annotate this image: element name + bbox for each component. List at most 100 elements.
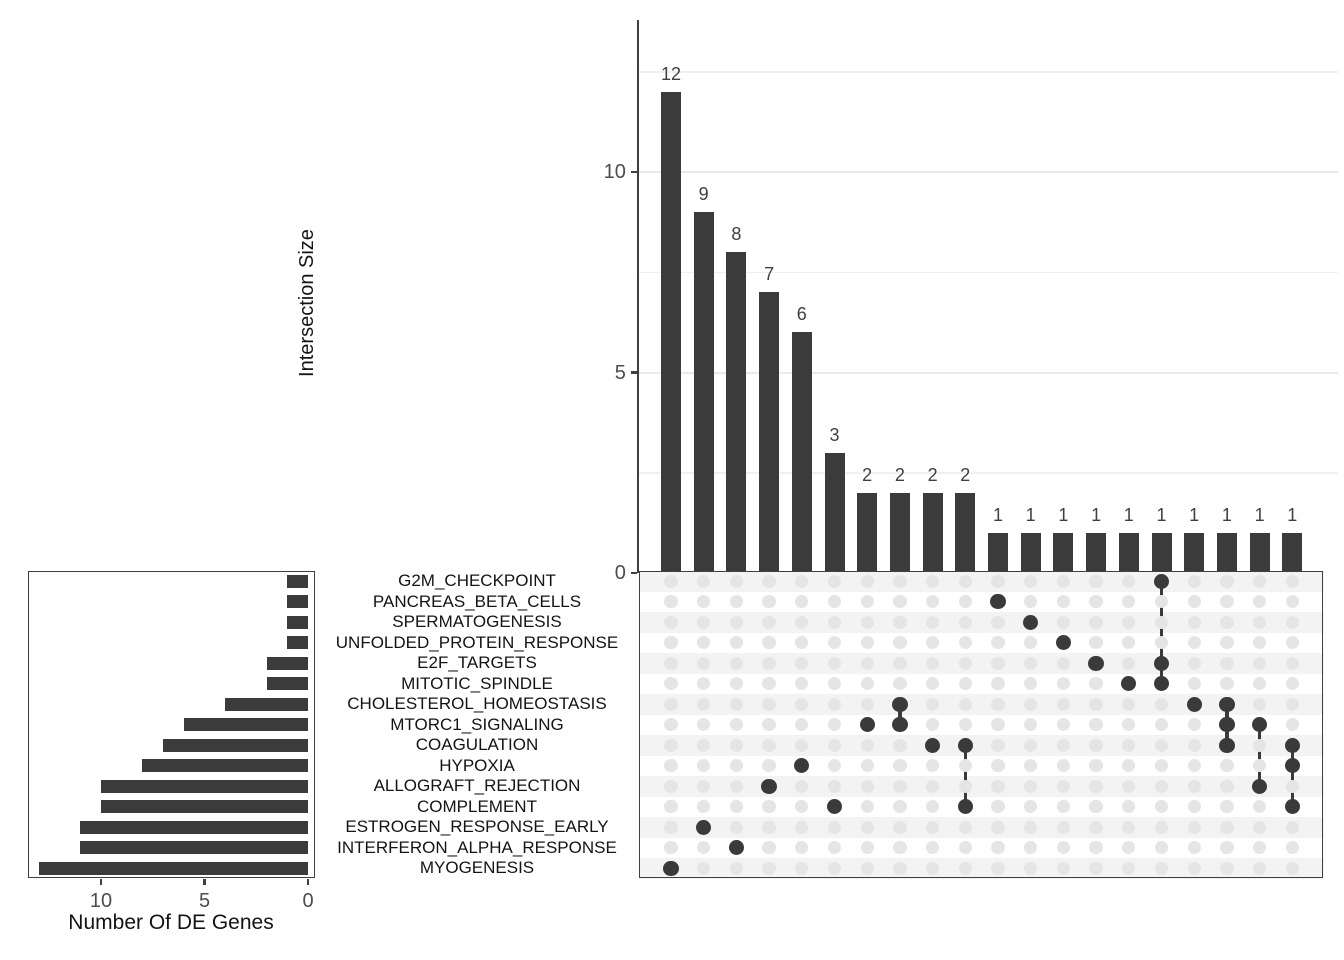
matrix-dot-inactive [958,595,972,609]
matrix-dot-inactive [664,636,678,650]
set-label: ESTROGEN_RESPONSE_EARLY [345,817,609,836]
matrix-dot-inactive [925,800,940,814]
matrix-dot-inactive [762,800,776,814]
matrix-dot-inactive [1220,574,1234,588]
matrix-dot-inactive [1122,861,1136,875]
intersection-bar [1118,532,1139,571]
x-axis-tick-label: 5 [198,889,211,912]
set-size-bar [287,595,308,609]
matrix-dot-inactive [762,615,776,629]
matrix-dot-inactive [1154,861,1169,875]
matrix-dot-inactive [827,595,842,609]
matrix-dot-active [1251,778,1268,794]
matrix-dot-inactive [1252,738,1267,752]
matrix-dot-active [1023,614,1039,630]
intersection-bar [824,452,845,571]
matrix-dot-inactive [729,779,744,793]
matrix-dot-inactive [1220,861,1234,875]
matrix-row-stripe [639,776,1324,797]
matrix-dot-inactive [1024,800,1038,814]
matrix-dot-inactive [893,656,907,670]
matrix-dot-inactive [1252,759,1267,773]
matrix-dot-inactive [729,738,744,752]
matrix-dot-active [1153,655,1170,671]
matrix-dot-inactive [893,615,907,629]
intersection-count-label: 2 [927,464,938,485]
matrix-dot-inactive [1089,636,1103,650]
matrix-dot-active [794,758,810,774]
matrix-dot-inactive [1154,636,1169,650]
matrix-row-stripe [639,858,1324,879]
matrix-dot-inactive [1089,718,1103,732]
matrix-dot-inactive [1285,779,1299,793]
intersection-count-label: 1 [1025,504,1036,525]
matrix-dot-inactive [827,841,842,855]
matrix-dot-inactive [729,718,744,732]
set-label: MTORC1_SIGNALING [390,714,564,734]
intersection-count-label: 8 [731,224,742,245]
matrix-dot-inactive [664,738,678,752]
matrix-row-stripe [639,735,1324,756]
matrix-dot-inactive [1089,800,1103,814]
matrix-dot-inactive [1089,779,1103,793]
matrix-dot-inactive [795,615,809,629]
set-size-bar [266,656,308,670]
matrix-dot-inactive [1187,820,1201,834]
matrix-dot-inactive [1187,779,1201,793]
matrix-dot-inactive [664,718,678,732]
matrix-dot-active [663,860,679,876]
matrix-dot-inactive [762,574,776,588]
set-label: UNFOLDED_PROTEIN_RESPONSE [335,632,619,652]
intersection-bar [1086,532,1107,571]
matrix-dot-inactive [697,861,711,875]
set-label: COMPLEMENT [417,796,537,816]
set-label: COAGULATION [415,735,539,754]
matrix-dot-inactive [1187,574,1201,588]
matrix-dot-active [1251,717,1268,733]
y-axis-tick [630,371,638,374]
intersection-count-label: 9 [698,184,709,205]
matrix-dot-inactive [795,574,809,588]
matrix-dot-inactive [1089,677,1103,691]
y-axis-tick [630,170,638,174]
matrix-row-stripe [639,694,1324,715]
matrix-dot-inactive [697,656,711,670]
matrix-dot-inactive [893,800,907,814]
matrix-dot-inactive [925,595,940,609]
matrix-dot-inactive [664,697,678,711]
matrix-dot-inactive [1024,718,1038,732]
matrix-dot-inactive [958,718,972,732]
set-size-bar [225,697,308,711]
matrix-dot-inactive [1285,841,1299,855]
matrix-dot-inactive [1024,697,1038,711]
matrix-dot-inactive [729,615,744,629]
set-label: INTERFERON_ALPHA_RESPONSE [337,837,617,857]
matrix-connector [1257,724,1262,787]
matrix-dot-inactive [1122,718,1136,732]
matrix-dot-inactive [1187,677,1201,691]
matrix-dot-inactive [729,574,744,588]
matrix-dot-inactive [1187,861,1201,875]
x-axis-tick [99,878,103,885]
matrix-dot-inactive [827,574,842,588]
matrix-dot-inactive [1089,574,1103,588]
matrix-dot-inactive [795,841,809,855]
matrix-dot-inactive [664,574,678,588]
intersection-bar [857,492,878,571]
matrix-dot-inactive [860,697,874,711]
set-size-bar [101,779,308,793]
matrix-dot-inactive [1024,841,1038,855]
matrix-dot-inactive [1252,595,1267,609]
matrix-dot-inactive [1056,841,1071,855]
matrix-dot-inactive [925,656,940,670]
matrix-dot-inactive [1220,595,1234,609]
x-axis-title: Number Of DE Genes [68,911,274,934]
matrix-dot-inactive [795,656,809,670]
matrix-dot-inactive [925,779,940,793]
matrix-dot-inactive [1056,820,1071,834]
matrix-dot-inactive [1122,574,1136,588]
matrix-dot-inactive [1187,738,1201,752]
intersection-bar [661,91,681,571]
intersection-count-label: 2 [894,464,905,485]
matrix-dot-inactive [795,595,809,609]
